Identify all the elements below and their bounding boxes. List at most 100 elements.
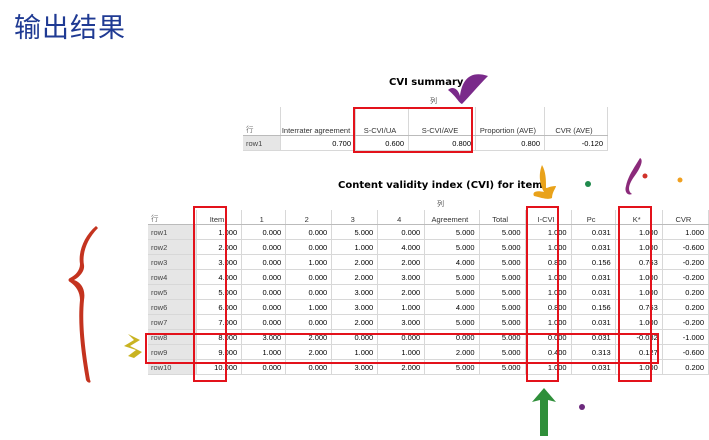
row-label: row5 <box>148 284 197 300</box>
table-cell: 0.000 <box>241 239 287 255</box>
table-cell: 3.000 <box>377 314 426 330</box>
yellow-green-mark-icon <box>124 334 142 358</box>
column-header: CVR (AVE) <box>544 107 608 136</box>
column-header: 3 <box>331 210 379 225</box>
column-header: Total <box>479 210 526 225</box>
cvi-item-title: Content validity index (CVI) for item <box>338 180 543 191</box>
table-cell: 0.000 <box>285 224 333 240</box>
table-cell: 0.200 <box>662 299 709 315</box>
table-cell: 2.000 <box>196 239 243 255</box>
table-row: row9 9.000 1.000 2.000 1.000 1.000 2.000 5.000 0… <box>148 344 709 360</box>
cvi-item-col-group-label: 列 <box>437 200 444 208</box>
table-cell: 0.000 <box>285 239 333 255</box>
table-cell: -1.000 <box>662 329 709 345</box>
table-cell: 0.800 <box>475 135 545 151</box>
highlight-k-box <box>618 206 652 382</box>
table-cell: 5.000 <box>479 284 526 300</box>
table-cell: 5.000 <box>479 299 526 315</box>
table-cell: 0.000 <box>241 314 287 330</box>
table-cell: 3.000 <box>377 269 426 285</box>
table-cell: 0.000 <box>285 269 333 285</box>
row-header: 行 <box>148 210 197 225</box>
highlight-item-box <box>193 206 227 382</box>
table-cell: 0.800 <box>408 135 476 151</box>
table-cell: 0.156 <box>571 254 616 270</box>
row-label: row6 <box>148 299 197 315</box>
table-row: row1 1.000 0.000 0.000 5.000 0.000 5.000 5.000 1… <box>148 224 709 240</box>
table-cell: 0.000 <box>241 269 287 285</box>
table-cell: 5.000 <box>196 284 243 300</box>
table-cell: 1.000 <box>285 299 333 315</box>
table-cell: 5.000 <box>424 284 480 300</box>
orange-dot-icon <box>677 177 683 183</box>
table-cell: 5.000 <box>479 224 526 240</box>
row-label: row7 <box>148 314 197 330</box>
table-cell: 1.000 <box>377 344 426 360</box>
table-cell: 5.000 <box>479 239 526 255</box>
table-cell: 5.000 <box>479 344 526 360</box>
green-dot-icon <box>585 181 591 187</box>
table-cell: -0.200 <box>662 269 709 285</box>
table-cell: 0.313 <box>571 344 616 360</box>
table-cell: 0.200 <box>662 359 709 375</box>
table-cell: 1.000 <box>377 299 426 315</box>
table-cell: 5.000 <box>331 224 379 240</box>
table-cell: -0.200 <box>662 314 709 330</box>
row-label: row1 <box>243 135 281 151</box>
table-cell: 4.000 <box>377 239 426 255</box>
row-label: row3 <box>148 254 197 270</box>
table-cell: 1.000 <box>331 344 379 360</box>
table-cell: 7.000 <box>196 314 243 330</box>
purple-dot-icon <box>579 404 585 410</box>
table-row: row6 6.000 0.000 1.000 3.000 1.000 4.000 5.000 0… <box>148 299 709 315</box>
table-cell: -0.200 <box>662 254 709 270</box>
table-cell: 2.000 <box>377 254 426 270</box>
table-cell: 0.000 <box>285 314 333 330</box>
table-cell: 0.700 <box>280 135 356 151</box>
table-cell: 0.000 <box>241 254 287 270</box>
purple-hook-icon <box>625 158 642 195</box>
column-header: CVR <box>662 210 709 225</box>
table-cell: 2.000 <box>424 344 480 360</box>
table-cell: 9.000 <box>196 344 243 360</box>
table-cell: 1.000 <box>196 224 243 240</box>
table-cell: 0.031 <box>571 314 616 330</box>
table-cell: 0.031 <box>571 269 616 285</box>
column-header: 4 <box>377 210 426 225</box>
column-header: Proportion (AVE) <box>475 107 545 136</box>
table-cell: 0.156 <box>571 299 616 315</box>
cvi-summary-table: 行 Interrater agreement S-CVI/UA S-CVI/AVE Pr… <box>243 107 608 151</box>
highlight-i-cvi-box <box>526 206 559 382</box>
table-cell: 0.000 <box>377 224 426 240</box>
row-label: row1 <box>148 224 197 240</box>
column-header: Interrater agreement <box>280 107 356 136</box>
green-arrow-icon <box>532 388 556 436</box>
row-header: 行 <box>243 107 281 136</box>
table-cell: 0.031 <box>571 239 616 255</box>
table-cell: 0.000 <box>241 299 287 315</box>
table-cell: 0.031 <box>571 224 616 240</box>
column-header: Agreement <box>424 210 480 225</box>
table-cell: 6.000 <box>196 299 243 315</box>
row-label: row4 <box>148 269 197 285</box>
table-cell: 0.000 <box>241 224 287 240</box>
page-title: 输出结果 <box>14 13 126 44</box>
table-cell: 5.000 <box>424 239 480 255</box>
highlight-rows-8-9-box <box>145 333 659 364</box>
table-cell: 1.000 <box>662 224 709 240</box>
table-cell: -0.120 <box>544 135 608 151</box>
table-cell: 1.000 <box>285 254 333 270</box>
table-cell: 3.000 <box>331 284 379 300</box>
table-row: row5 5.000 0.000 0.000 3.000 2.000 5.000 5.000 1… <box>148 284 709 300</box>
table-cell: 5.000 <box>479 314 526 330</box>
table-cell: 2.000 <box>331 254 379 270</box>
column-header: S-CVI/AVE <box>408 107 476 136</box>
table-cell: 5.000 <box>424 314 480 330</box>
table-cell: 3.000 <box>331 299 379 315</box>
table-cell: 0.200 <box>662 284 709 300</box>
table-cell: 5.000 <box>424 224 480 240</box>
cvi-summary-col-group-label: 列 <box>430 97 437 105</box>
table-cell: 0.031 <box>571 284 616 300</box>
column-header: S-CVI/UA <box>355 107 409 136</box>
